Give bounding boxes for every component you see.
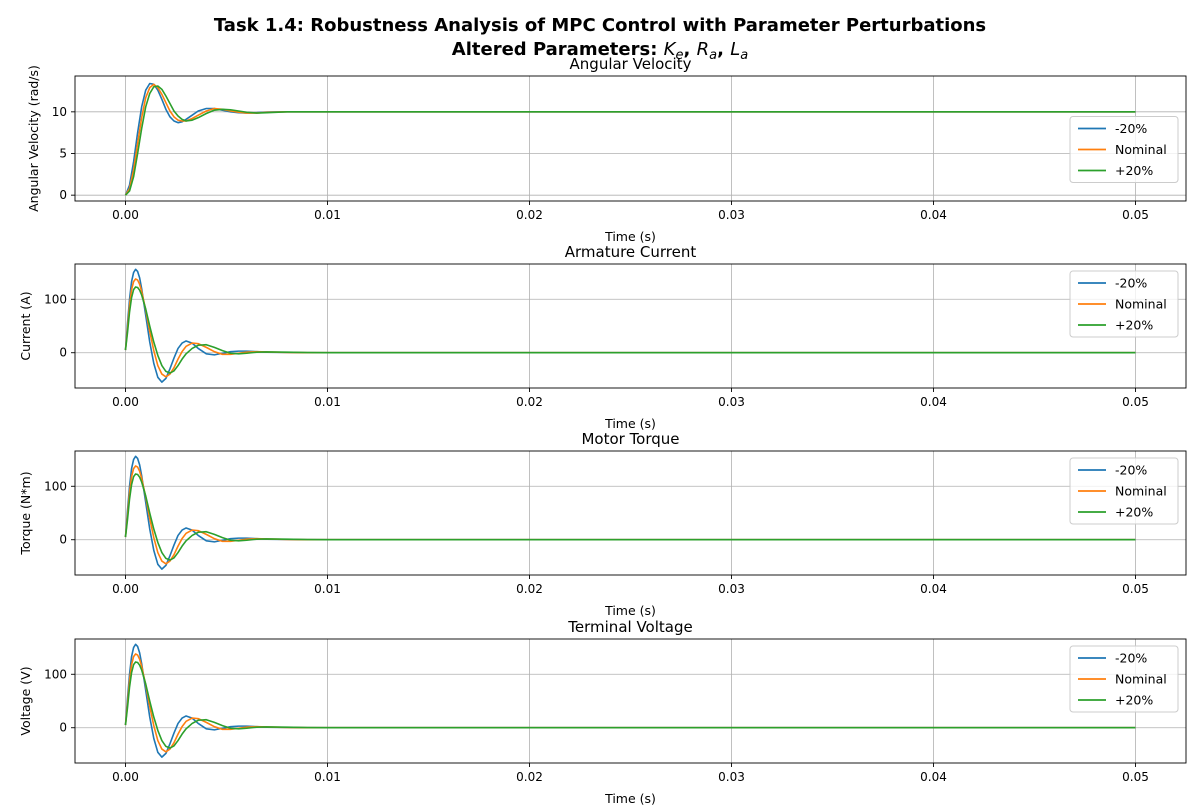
x-tick-label: 0.02 — [516, 395, 543, 409]
x-tick-label: 0.05 — [1122, 208, 1149, 222]
legend-box — [1069, 645, 1179, 713]
x-tick-label: 0.00 — [112, 395, 139, 409]
legend-label: -20% — [1115, 463, 1147, 478]
y-tick-label: 0 — [59, 346, 67, 360]
subplot-title: Motor Torque — [581, 430, 679, 448]
x-tick-label: 0.03 — [718, 770, 745, 784]
title-param-l-a: L — [730, 39, 740, 60]
plot-area — [124, 455, 1136, 570]
x-tick-label: 0.03 — [718, 582, 745, 596]
x-tick-label: 0.04 — [920, 395, 947, 409]
x-tick-label: 0.00 — [112, 770, 139, 784]
legend-label: Nominal — [1115, 142, 1167, 157]
title-param-r-a: R — [697, 39, 710, 60]
y-tick-label: 10 — [52, 105, 67, 119]
x-tick-label: 0.04 — [920, 582, 947, 596]
legend-box — [1069, 270, 1179, 338]
title-param-subscript: a — [709, 48, 717, 63]
x-tick-label: 0.02 — [516, 208, 543, 222]
legend-label: -20% — [1115, 121, 1147, 136]
y-tick-label: 5 — [59, 147, 67, 161]
subplot-title: Angular Velocity — [570, 55, 692, 73]
subplot-title: Armature Current — [565, 243, 697, 261]
title-param-k-e: K — [664, 39, 677, 60]
legend-label: -20% — [1115, 276, 1147, 291]
x-tick-label: 0.01 — [314, 208, 341, 222]
legend: -20% Nominal +20% — [1069, 645, 1179, 713]
x-tick-label: 0.05 — [1122, 582, 1149, 596]
x-axis-label: Time (s) — [604, 416, 656, 431]
y-tick-label: 100 — [44, 292, 67, 306]
y-axis-label: Torque (N*m) — [18, 471, 33, 555]
subplot-4: 0.00 0.01 0.02 0.03 0.04 0.05 0 100 Terminal Vol… — [18, 618, 1187, 806]
axes-frame — [74, 450, 1187, 576]
x-tick-label: 0.03 — [718, 208, 745, 222]
series-line-plus20pct — [124, 286, 1136, 374]
x-tick-label: 0.01 — [314, 770, 341, 784]
x-tick-label: 0.05 — [1122, 770, 1149, 784]
subplot-2: 0.00 0.01 0.02 0.03 0.04 0.05 0 100 Armature Cur… — [18, 243, 1187, 431]
y-tick-label: 100 — [44, 667, 67, 681]
legend: -20% Nominal +20% — [1069, 270, 1179, 338]
x-axis-label: Time (s) — [604, 791, 656, 806]
axes-frame — [74, 263, 1187, 389]
axes-frame — [74, 638, 1187, 764]
plot-area — [124, 82, 1136, 196]
plot-area — [124, 268, 1136, 383]
legend-label: -20% — [1115, 651, 1147, 666]
x-tick-label: 0.04 — [920, 770, 947, 784]
subplots: 0.00 0.01 0.02 0.03 0.04 0.05 0 5 10 Angular Velo… — [18, 55, 1187, 806]
legend-box — [1069, 457, 1179, 525]
title-separator: , — [717, 39, 730, 60]
legend-label: +20% — [1115, 505, 1153, 520]
legend: -20% Nominal +20% — [1069, 457, 1179, 525]
legend-label: +20% — [1115, 693, 1153, 708]
x-tick-label: 0.04 — [920, 208, 947, 222]
subplot-1: 0.00 0.01 0.02 0.03 0.04 0.05 0 5 10 Angular Velo… — [26, 55, 1187, 244]
x-tick-label: 0.01 — [314, 395, 341, 409]
y-axis-label: Angular Velocity (rad/s) — [26, 65, 41, 212]
x-tick-label: 0.02 — [516, 582, 543, 596]
figure-title-line1: Task 1.4: Robustness Analysis of MPC Con… — [214, 15, 986, 36]
x-tick-label: 0.00 — [112, 582, 139, 596]
x-tick-label: 0.01 — [314, 582, 341, 596]
legend-label: Nominal — [1115, 672, 1167, 687]
subplot-title: Terminal Voltage — [567, 618, 692, 636]
legend-box — [1069, 116, 1179, 183]
title-separator: , — [683, 39, 696, 60]
x-axis-label: Time (s) — [604, 603, 656, 618]
subplot-3: 0.00 0.01 0.02 0.03 0.04 0.05 0 100 Motor Torque… — [18, 430, 1187, 618]
x-tick-label: 0.03 — [718, 395, 745, 409]
figure-title-line2: Altered Parameters: Ke, Ra, La — [452, 39, 748, 63]
y-axis-label: Current (A) — [18, 291, 33, 360]
axes-frame — [74, 75, 1187, 202]
plot-area — [124, 643, 1136, 758]
x-tick-label: 0.00 — [112, 208, 139, 222]
x-tick-label: 0.05 — [1122, 395, 1149, 409]
y-tick-label: 0 — [59, 188, 67, 202]
y-tick-label: 100 — [44, 479, 67, 493]
x-axis-label: Time (s) — [604, 229, 656, 244]
legend-label: +20% — [1115, 163, 1153, 178]
legend: -20% Nominal +20% — [1069, 116, 1179, 183]
series-line-plus20pct — [124, 473, 1136, 561]
y-tick-label: 0 — [59, 721, 67, 735]
title-param-subscript: a — [740, 48, 748, 63]
legend-label: Nominal — [1115, 297, 1167, 312]
x-tick-label: 0.02 — [516, 770, 543, 784]
title-param-subscript: e — [675, 48, 683, 63]
y-tick-label: 0 — [59, 533, 67, 547]
series-line-plus20pct — [124, 85, 1136, 196]
series-line-plus20pct — [124, 661, 1136, 749]
y-axis-label: Voltage (V) — [18, 666, 33, 735]
legend-label: Nominal — [1115, 484, 1167, 499]
title-prefix: Altered Parameters: — [452, 39, 664, 60]
legend-label: +20% — [1115, 318, 1153, 333]
